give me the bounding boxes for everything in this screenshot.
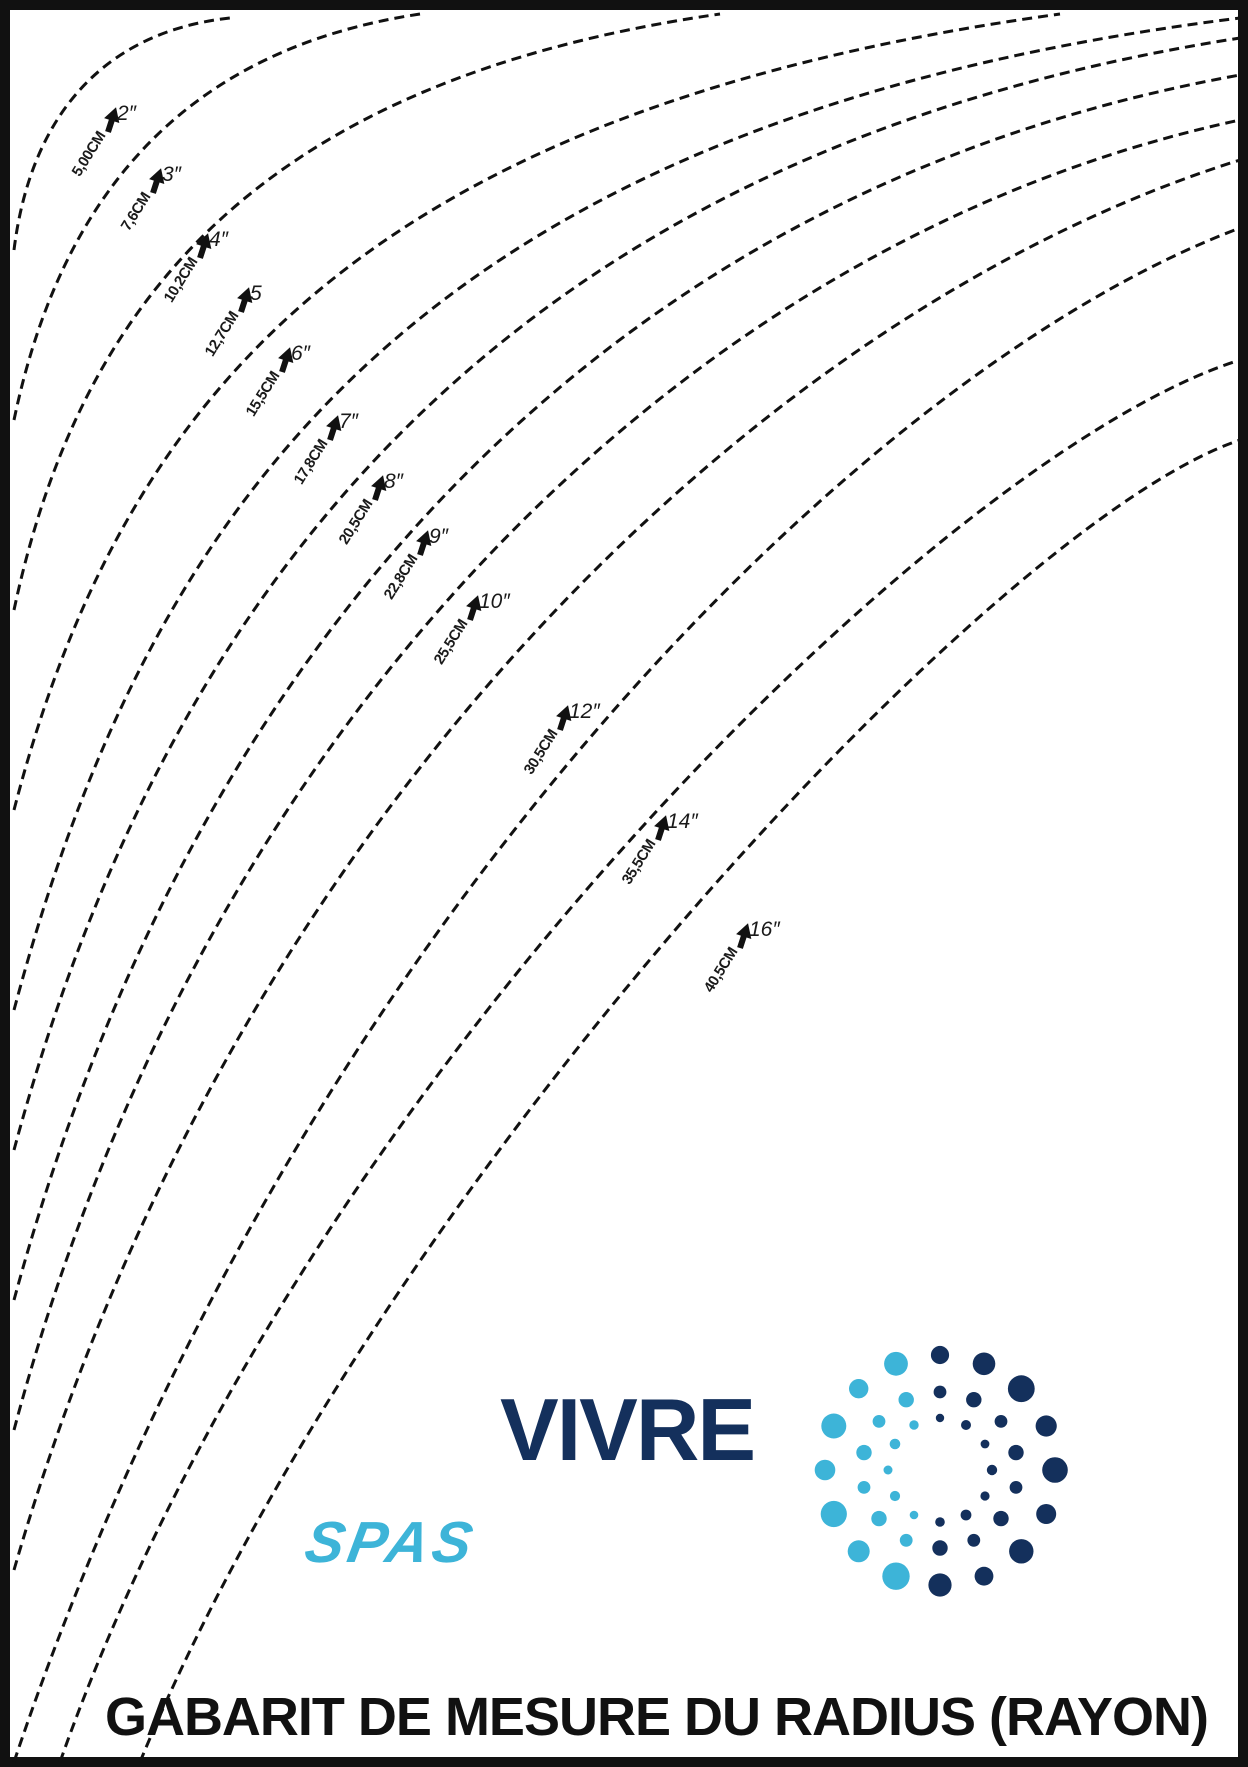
logo-dot — [889, 1490, 901, 1502]
logo-dot — [889, 1438, 901, 1450]
logo-dot — [1042, 1457, 1068, 1483]
logo-dot — [1035, 1415, 1057, 1437]
logo-dot — [935, 1413, 945, 1423]
radius-inch-label: 6″ — [291, 342, 312, 365]
logo-sub-text: SPAS — [300, 1510, 481, 1575]
logo-dot — [857, 1481, 871, 1494]
logo-dot — [872, 1415, 886, 1428]
arrow-up-icon — [196, 233, 212, 259]
logo-dot — [884, 1351, 908, 1376]
logo-dot — [1036, 1504, 1057, 1524]
radius-curve-12 — [138, 438, 1241, 1763]
logo-dot — [847, 1540, 870, 1563]
logo-dot — [1009, 1539, 1034, 1564]
logo-dot — [883, 1465, 893, 1475]
logo-dot — [994, 1415, 1008, 1428]
arrow-up-icon — [149, 168, 165, 194]
logo-dot — [1009, 1481, 1023, 1494]
arrow-up-icon — [466, 595, 482, 621]
arrow-up-icon — [416, 530, 432, 556]
logo-dot — [849, 1379, 869, 1399]
radius-inch-label: 14″ — [667, 810, 699, 833]
logo-dot — [986, 1464, 998, 1476]
logo-dot — [814, 1459, 836, 1481]
logo-dot — [899, 1533, 913, 1547]
logo-dot — [935, 1517, 945, 1527]
logo-dot — [974, 1566, 994, 1586]
logo-dot — [871, 1510, 887, 1527]
logo-dot — [882, 1562, 910, 1590]
radius-inch-label: 16″ — [749, 918, 781, 941]
radius-curve-6 — [12, 36, 1241, 1151]
logo-dot — [933, 1385, 947, 1399]
arrow-up-icon — [237, 287, 253, 313]
radius-inch-label: 9″ — [429, 525, 450, 548]
logo-dot — [960, 1509, 972, 1521]
radius-inch-label: 2″ — [116, 102, 138, 125]
arrow-up-icon — [371, 475, 387, 501]
radius-curve-9 — [12, 158, 1241, 1571]
radius-curve-10 — [12, 226, 1241, 1763]
logo-dot — [993, 1510, 1009, 1527]
logo-dot — [856, 1444, 872, 1461]
radius-inch-label: 8″ — [384, 470, 405, 493]
radius-curve-7 — [12, 73, 1241, 1301]
radius-inch-label: 5 — [250, 282, 262, 305]
radius-curve-4 — [12, 12, 1061, 811]
logo-dot — [966, 1392, 982, 1408]
radius-curve-5 — [12, 16, 1241, 1011]
radius-inch-label: 3″ — [162, 163, 183, 186]
arrow-up-icon — [278, 347, 294, 373]
radius-curves — [12, 12, 1241, 1763]
radius-inch-label: 4″ — [209, 228, 230, 251]
logo-dot — [820, 1500, 847, 1528]
logo-dot — [821, 1413, 847, 1439]
logo-dot — [898, 1392, 914, 1408]
arrow-up-icon — [736, 923, 752, 949]
logo-brand-text: VIVRE — [500, 1380, 754, 1479]
radius-curve-8 — [12, 118, 1241, 1431]
logo-dot — [1007, 1375, 1035, 1403]
radius-curve-1 — [12, 16, 231, 251]
logo-dot — [961, 1420, 971, 1430]
radius-inch-label: 7″ — [339, 410, 360, 433]
radius-curve-3 — [12, 12, 721, 611]
arrow-up-icon — [104, 107, 120, 133]
logo-dot — [928, 1573, 952, 1597]
arrow-up-icon — [326, 415, 342, 441]
logo-dot — [972, 1352, 996, 1376]
page-title: GABARIT DE MESURE DU RADIUS (RAYON) — [105, 1687, 1208, 1747]
logo-dot — [909, 1420, 919, 1430]
radius-curve-11 — [58, 358, 1241, 1763]
logo-dots-icon — [814, 1345, 1068, 1597]
radius-inch-label: 12″ — [569, 700, 601, 723]
logo-dot — [932, 1540, 948, 1556]
radius-inch-label: 10″ — [479, 590, 511, 613]
logo-dot — [980, 1491, 990, 1501]
logo-dot — [967, 1533, 981, 1547]
logo-dot — [930, 1345, 950, 1365]
vivre-spas-logo: VIVRE SPAS — [300, 1345, 1068, 1597]
radius-curve-2 — [12, 12, 421, 421]
logo-dot — [909, 1510, 919, 1520]
logo-dot — [1008, 1444, 1024, 1461]
arrow-up-icon — [654, 815, 670, 841]
logo-dot — [980, 1439, 990, 1449]
arrow-up-icon — [556, 705, 572, 731]
